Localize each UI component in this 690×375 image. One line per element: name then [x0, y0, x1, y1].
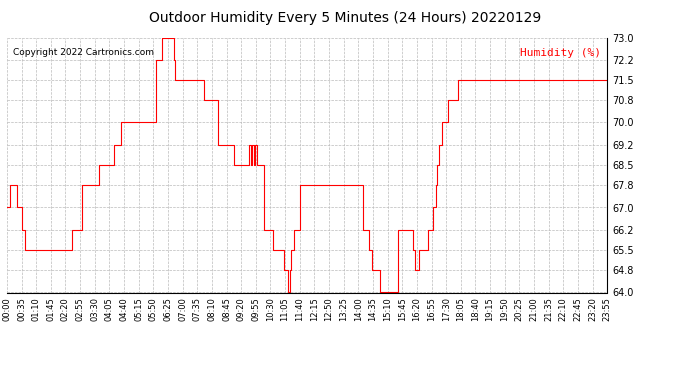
Text: Outdoor Humidity Every 5 Minutes (24 Hours) 20220129: Outdoor Humidity Every 5 Minutes (24 Hou…	[149, 11, 541, 25]
Text: Humidity (%): Humidity (%)	[520, 48, 601, 58]
Text: Copyright 2022 Cartronics.com: Copyright 2022 Cartronics.com	[13, 48, 154, 57]
